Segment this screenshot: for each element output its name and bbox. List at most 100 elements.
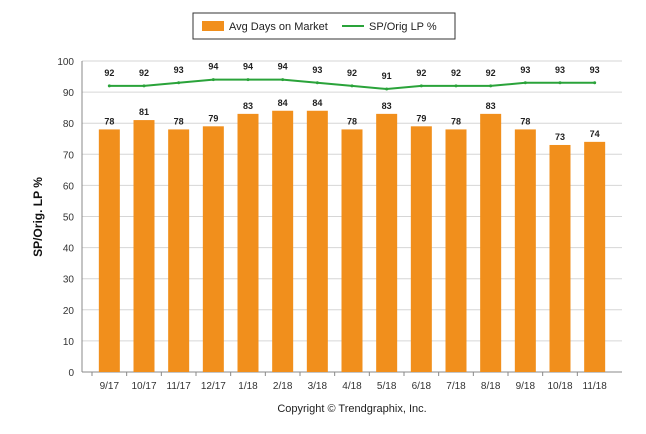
line-point <box>350 84 354 88</box>
x-tick-label: 5/18 <box>377 381 397 392</box>
x-tick-label: 12/17 <box>201 381 226 392</box>
x-tick-label: 2/18 <box>273 381 293 392</box>
bar-series <box>98 110 606 373</box>
x-tick-label: 9/18 <box>516 381 536 392</box>
line-series <box>107 78 597 91</box>
line-point <box>454 84 458 88</box>
line-point <box>177 81 181 85</box>
y-tick-label: 50 <box>63 213 75 224</box>
bar <box>514 129 536 372</box>
legend: Avg Days on Market SP/Orig LP % <box>192 12 456 40</box>
line-value-label: 92 <box>486 68 496 78</box>
line-point <box>385 87 389 91</box>
line-value-label: 92 <box>104 68 114 78</box>
x-tick-label: 1/18 <box>238 381 258 392</box>
bar <box>168 129 190 372</box>
line-value-label: 91 <box>382 71 392 81</box>
x-tick-label: 11/17 <box>167 381 192 392</box>
bar-value-label: 78 <box>174 116 184 126</box>
line-point <box>281 78 285 82</box>
bar-value-label: 79 <box>208 113 218 123</box>
line-path <box>109 78 595 90</box>
legend-label-bar: Avg Days on Market <box>229 21 328 33</box>
x-tick-label: 8/18 <box>481 381 501 392</box>
y-tick-label: 10 <box>63 337 75 348</box>
bar <box>237 113 259 373</box>
bar-value-label: 84 <box>312 98 322 108</box>
line-point <box>489 84 493 88</box>
bar-value-label: 78 <box>347 116 357 126</box>
bar <box>410 126 432 372</box>
line-point <box>211 78 215 82</box>
y-tick-label: 70 <box>63 150 75 161</box>
line-point <box>419 84 423 88</box>
line-value-label: 93 <box>174 65 184 75</box>
data-labels: 78 81 78 79 83 84 84 78 83 79 78 83 78 73 74 92 92 93 94 94… <box>104 62 599 142</box>
bar <box>549 144 571 372</box>
x-tick-label: 3/18 <box>308 381 328 392</box>
y-tick-label: 80 <box>63 119 75 130</box>
legend-box <box>192 12 456 40</box>
line-value-label: 94 <box>278 62 288 72</box>
bar <box>202 126 224 372</box>
bar-value-label: 74 <box>590 129 600 139</box>
bar-value-label: 79 <box>416 113 426 123</box>
line-value-label: 93 <box>555 65 565 75</box>
line-point <box>315 81 319 85</box>
line-value-label: 92 <box>451 68 461 78</box>
line-value-label: 94 <box>243 62 253 72</box>
y-tick-label: 30 <box>63 275 75 286</box>
copyright-footer: Copyright © Trendgraphix, Inc. <box>277 403 426 415</box>
bar <box>306 110 328 372</box>
line-point <box>558 81 562 85</box>
bar-value-label: 83 <box>382 101 392 111</box>
bar <box>341 129 363 372</box>
bar <box>98 129 120 372</box>
line-point <box>523 81 527 85</box>
y-tick-label: 20 <box>63 306 75 317</box>
bar-value-label: 81 <box>139 107 149 117</box>
bar-value-label: 73 <box>555 132 565 142</box>
line-value-label: 92 <box>416 68 426 78</box>
y-tick-label: 40 <box>63 244 75 255</box>
bar <box>376 113 398 373</box>
x-tick-label: 7/18 <box>446 381 466 392</box>
y-tick-label: 0 <box>68 368 74 379</box>
line-point <box>246 78 250 82</box>
axes: 0 10 20 30 40 50 60 70 80 90 100 9/17 10/17 11/17 12/1… <box>57 57 622 392</box>
legend-label-line: SP/Orig LP % <box>369 21 437 33</box>
bar <box>272 110 294 372</box>
bar-value-label: 78 <box>104 116 114 126</box>
x-tick-label: 9/17 <box>100 381 120 392</box>
bar <box>445 129 467 372</box>
y-tick-label: 100 <box>57 57 74 68</box>
line-point <box>593 81 597 85</box>
bar-value-label: 84 <box>278 98 288 108</box>
y-axis-title: SP/Orig. LP % <box>31 177 45 257</box>
bar-value-label: 78 <box>520 116 530 126</box>
line-value-label: 94 <box>208 62 218 72</box>
bar <box>480 113 502 373</box>
line-value-label: 93 <box>312 65 322 75</box>
line-value-label: 93 <box>590 65 600 75</box>
x-tick-label: 11/18 <box>583 381 608 392</box>
legend-swatch-bar <box>202 21 224 31</box>
bar-value-label: 78 <box>451 116 461 126</box>
x-tick-label: 10/18 <box>547 381 572 392</box>
bar-value-label: 83 <box>486 101 496 111</box>
x-tick-label: 6/18 <box>412 381 432 392</box>
line-value-label: 92 <box>347 68 357 78</box>
line-point <box>107 84 111 88</box>
x-tick-label: 4/18 <box>342 381 362 392</box>
x-tick-label: 10/17 <box>131 381 156 392</box>
line-value-label: 93 <box>520 65 530 75</box>
bar <box>133 120 155 372</box>
line-point <box>142 84 146 88</box>
bar-value-label: 83 <box>243 101 253 111</box>
line-value-label: 92 <box>139 68 149 78</box>
y-tick-label: 90 <box>63 88 75 99</box>
y-tick-label: 60 <box>63 181 75 192</box>
bar <box>584 141 606 372</box>
